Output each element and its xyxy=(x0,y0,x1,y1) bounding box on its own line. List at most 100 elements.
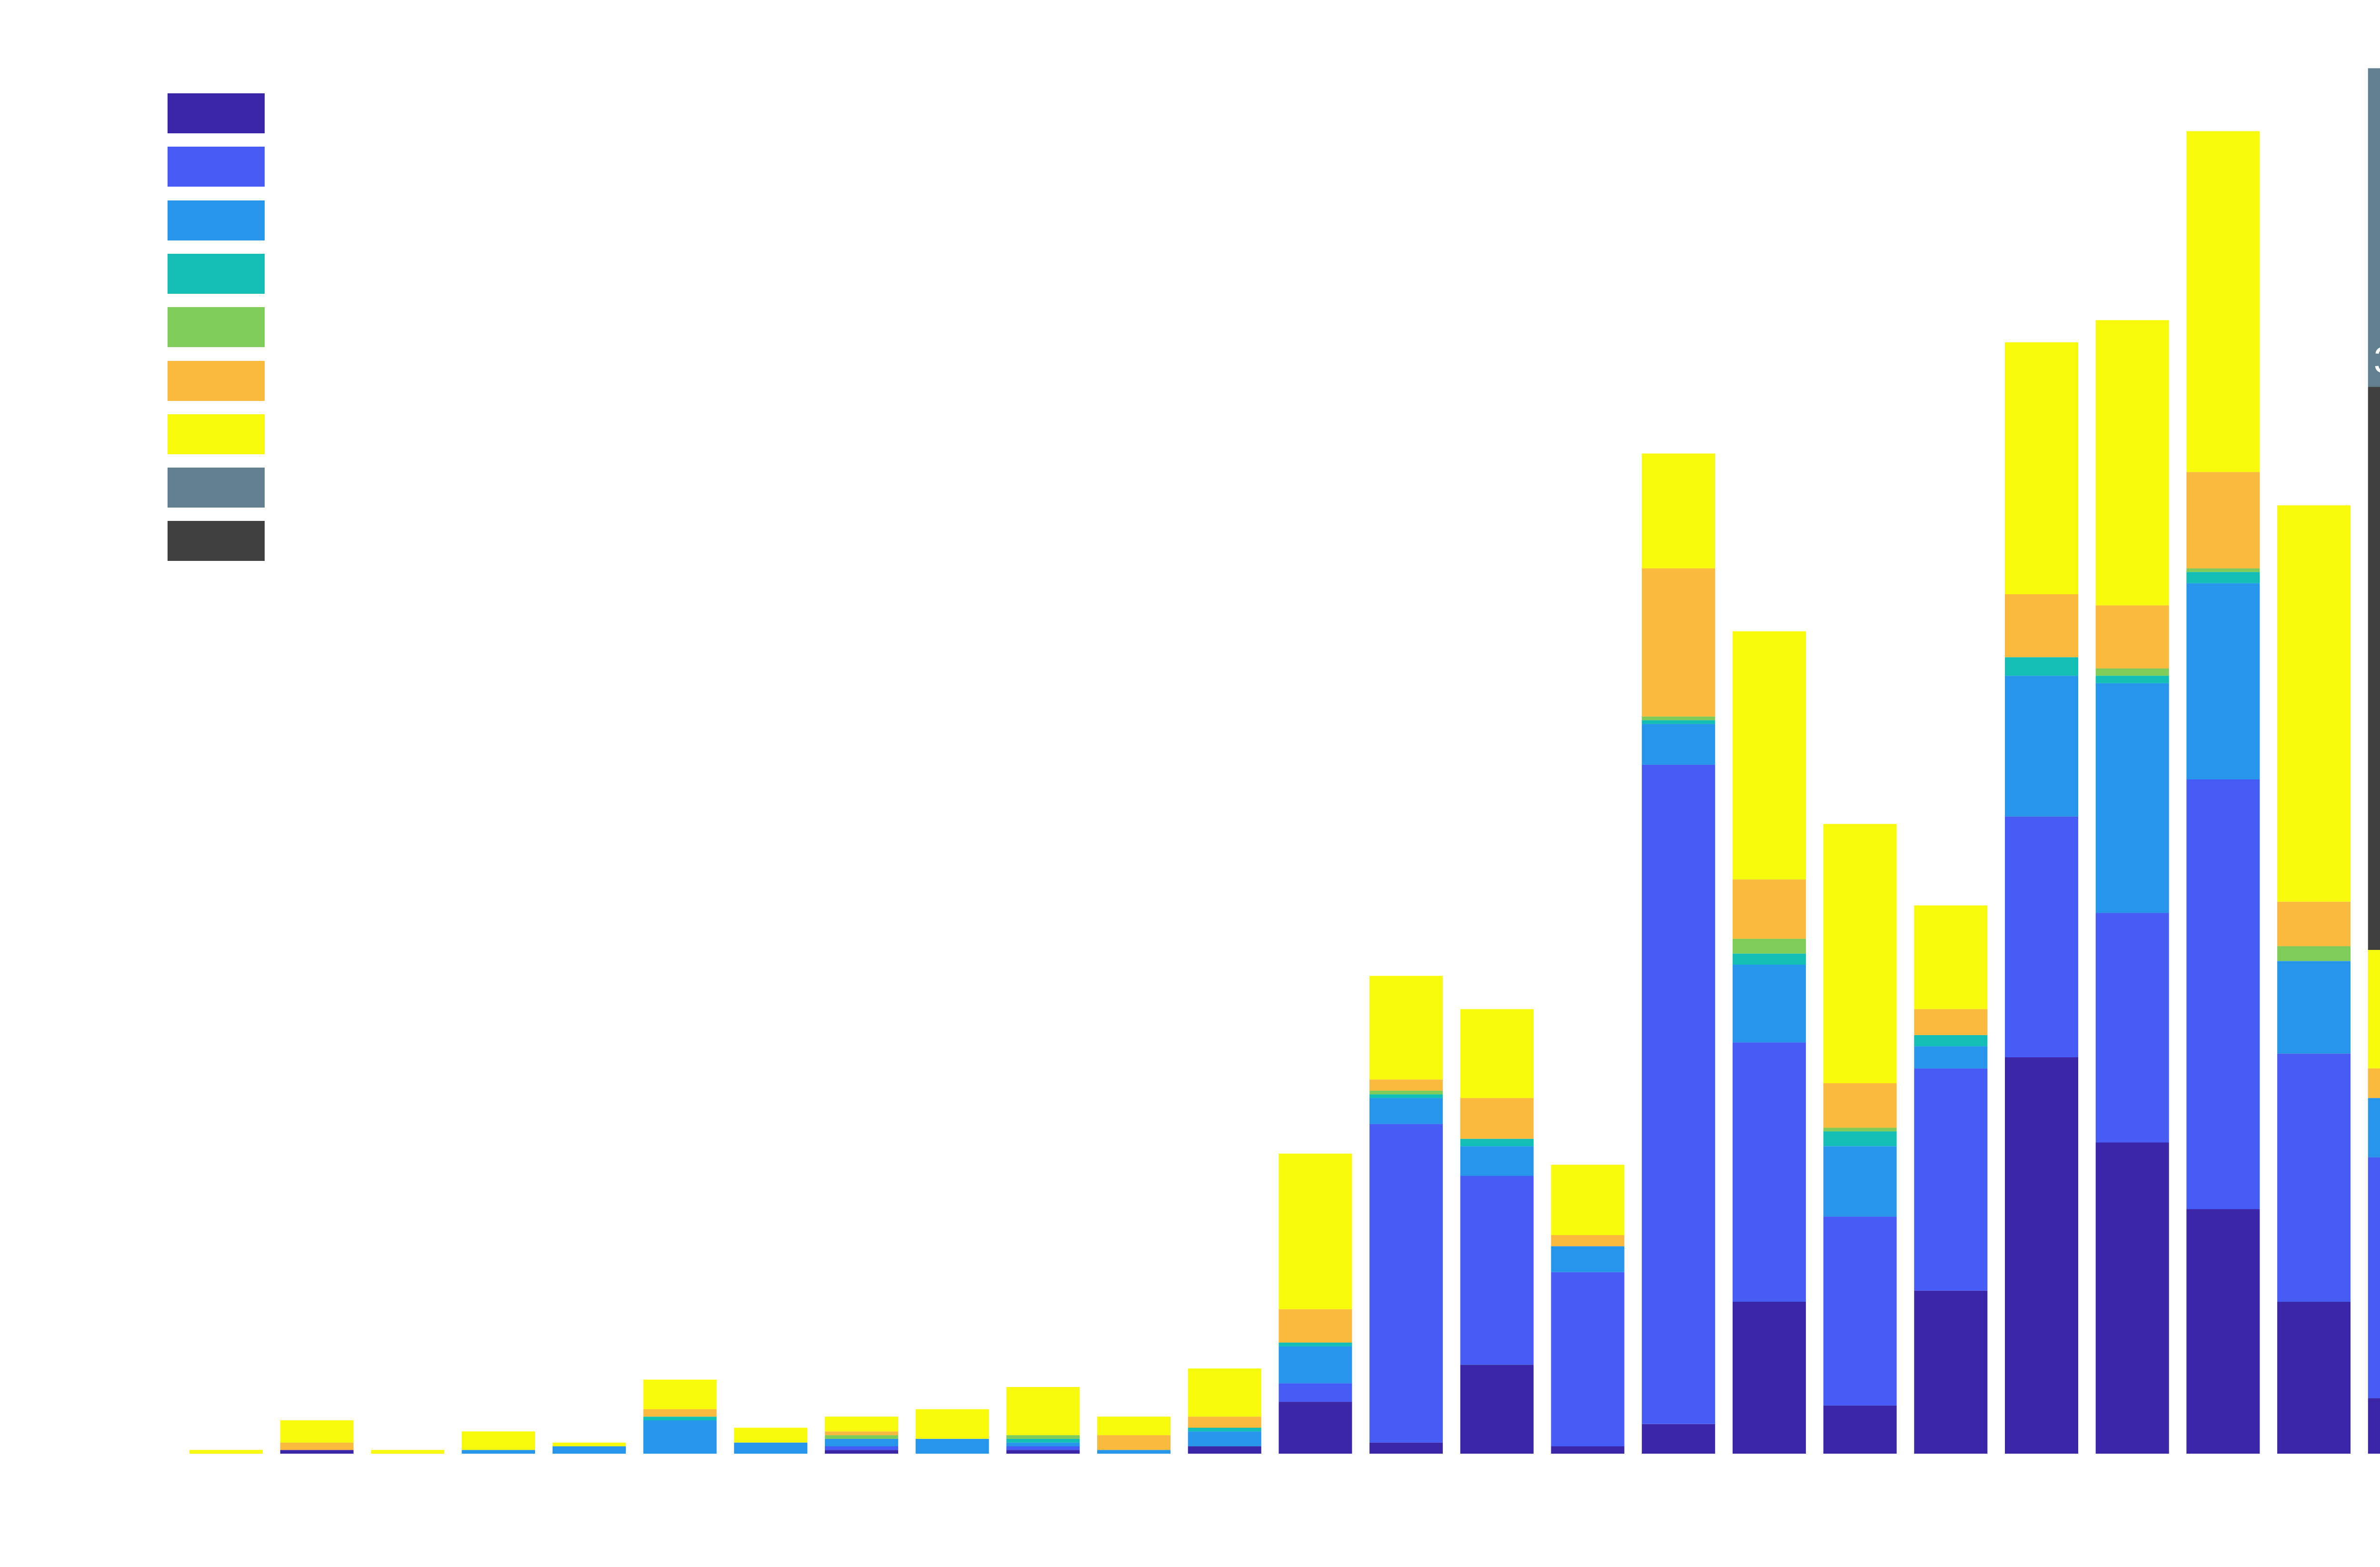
bar-segment-5-3 xyxy=(643,1417,717,1420)
bar-segment-12-1 xyxy=(1279,1383,1352,1402)
bar-segment-13-6 xyxy=(1369,976,1443,1080)
bar-segment-7-6 xyxy=(824,1417,898,1432)
bar-segment-21-5 xyxy=(2095,605,2169,669)
legend-swatch xyxy=(168,200,265,240)
bar-segment-13-1 xyxy=(1369,1124,1443,1443)
bar-segment-19-1 xyxy=(1914,1068,1988,1291)
bar-segment-24-6 xyxy=(2368,949,2380,1068)
bar-segment-13-2 xyxy=(1369,1098,1443,1124)
bar-segment-17-6 xyxy=(1732,631,1806,880)
bar-segment-16-2 xyxy=(1642,724,1716,765)
bar-segment-23-2 xyxy=(2277,961,2351,1054)
bar-segment-20-0 xyxy=(2005,1057,2078,1454)
bar-segment-22-3 xyxy=(2186,572,2260,583)
bar-segment-10-5 xyxy=(1097,1435,1170,1450)
bar-segment-24-8 xyxy=(2368,387,2380,950)
bar-segment-17-2 xyxy=(1732,965,1806,1043)
bar-segment-11-5 xyxy=(1188,1417,1261,1428)
bar-segment-7-5 xyxy=(824,1431,898,1436)
bar-segment-0-6 xyxy=(189,1450,263,1454)
bar-segment-15-2 xyxy=(1551,1246,1625,1272)
bar-segment-1-5 xyxy=(280,1442,354,1450)
bar-segment-14-6 xyxy=(1460,1009,1534,1098)
bar-segment-4-2 xyxy=(552,1446,626,1454)
bar-segment-13-0 xyxy=(1369,1442,1443,1454)
bar-segment-16-6 xyxy=(1642,453,1716,569)
bar-segment-18-1 xyxy=(1823,1217,1897,1406)
legend-swatch xyxy=(168,521,265,561)
bar-segment-22-5 xyxy=(2186,472,2260,569)
bar-segment-8-6 xyxy=(915,1409,989,1439)
bar-segment-21-3 xyxy=(2095,676,2169,683)
bar-segment-22-1 xyxy=(2186,779,2260,1209)
bar-segment-3-6 xyxy=(462,1431,536,1450)
bar-segment-21-1 xyxy=(2095,913,2169,1143)
bar-segment-20-5 xyxy=(2005,594,2078,658)
bar-segment-10-2 xyxy=(1097,1450,1170,1454)
bar-segment-12-0 xyxy=(1279,1402,1352,1454)
bar-segment-3-2 xyxy=(462,1450,536,1454)
bar-segment-21-0 xyxy=(2095,1142,2169,1454)
bar-segment-9-6 xyxy=(1006,1387,1080,1436)
bar-segment-13-3 xyxy=(1369,1094,1443,1098)
bar-segment-17-0 xyxy=(1732,1302,1806,1454)
bar-segment-7-1 xyxy=(824,1446,898,1450)
bar-segment-13-4 xyxy=(1369,1090,1443,1095)
bar-segment-10-6 xyxy=(1097,1417,1170,1436)
bar-segment-4-6 xyxy=(552,1442,626,1447)
bar-segment-7-4 xyxy=(824,1435,898,1439)
bar-segment-11-0 xyxy=(1188,1446,1261,1454)
bar-segment-5-6 xyxy=(643,1379,717,1409)
legend-swatch xyxy=(168,468,265,508)
bar-segment-11-6 xyxy=(1188,1368,1261,1417)
bar-segment-18-0 xyxy=(1823,1405,1897,1454)
bar-segment-9-4 xyxy=(1006,1435,1080,1439)
bar-segment-9-3 xyxy=(1006,1438,1080,1443)
bar-segment-13-5 xyxy=(1369,1079,1443,1091)
bar-segment-5-2 xyxy=(643,1420,717,1454)
bar-segment-1-0 xyxy=(280,1450,354,1454)
bar-segment-24-1 xyxy=(2368,1157,2380,1398)
bar-segment-18-5 xyxy=(1823,1083,1897,1128)
bar-segment-22-4 xyxy=(2186,568,2260,572)
bar-segment-14-2 xyxy=(1460,1146,1534,1176)
bar-segment-24-2 xyxy=(2368,1098,2380,1158)
legend-swatch xyxy=(168,307,265,347)
data-label-last-bar: 316 xyxy=(2374,339,2380,380)
data-labels-layer: 316 xyxy=(2374,339,2380,380)
bar-segment-23-0 xyxy=(2277,1302,2351,1454)
bar-segment-18-3 xyxy=(1823,1131,1897,1147)
legend-swatch xyxy=(168,254,265,294)
legend-swatch xyxy=(168,361,265,401)
bar-segment-17-3 xyxy=(1732,953,1806,965)
bar-segment-19-5 xyxy=(1914,1009,1988,1035)
bar-segment-9-1 xyxy=(1006,1446,1080,1450)
bar-segment-9-2 xyxy=(1006,1442,1080,1447)
bar-segment-1-6 xyxy=(280,1420,354,1443)
bar-segment-15-6 xyxy=(1551,1165,1625,1235)
bar-segment-18-6 xyxy=(1823,824,1897,1083)
bar-segment-11-2 xyxy=(1188,1431,1261,1447)
bar-segment-21-2 xyxy=(2095,683,2169,913)
bar-segment-8-2 xyxy=(915,1438,989,1454)
bar-segment-17-5 xyxy=(1732,879,1806,939)
bar-segment-16-5 xyxy=(1642,568,1716,717)
bar-segment-22-6 xyxy=(2186,131,2260,472)
bar-segment-2-6 xyxy=(371,1450,445,1454)
bar-segment-17-1 xyxy=(1732,1042,1806,1302)
bar-segment-15-1 xyxy=(1551,1272,1625,1447)
bar-segment-16-1 xyxy=(1642,764,1716,1424)
bar-segment-22-0 xyxy=(2186,1209,2260,1454)
bar-segment-23-4 xyxy=(2277,946,2351,961)
bar-segment-20-3 xyxy=(2005,657,2078,676)
bar-segment-18-4 xyxy=(1823,1128,1897,1132)
bar-segment-16-0 xyxy=(1642,1424,1716,1454)
bar-segment-14-5 xyxy=(1460,1098,1534,1139)
bar-segment-24-5 xyxy=(2368,1068,2380,1098)
bar-segment-18-2 xyxy=(1823,1146,1897,1217)
bar-segment-24-extra-0 xyxy=(2368,68,2380,387)
bar-segment-15-0 xyxy=(1551,1446,1625,1454)
bar-segment-11-3 xyxy=(1188,1427,1261,1432)
bar-segment-14-0 xyxy=(1460,1365,1534,1454)
